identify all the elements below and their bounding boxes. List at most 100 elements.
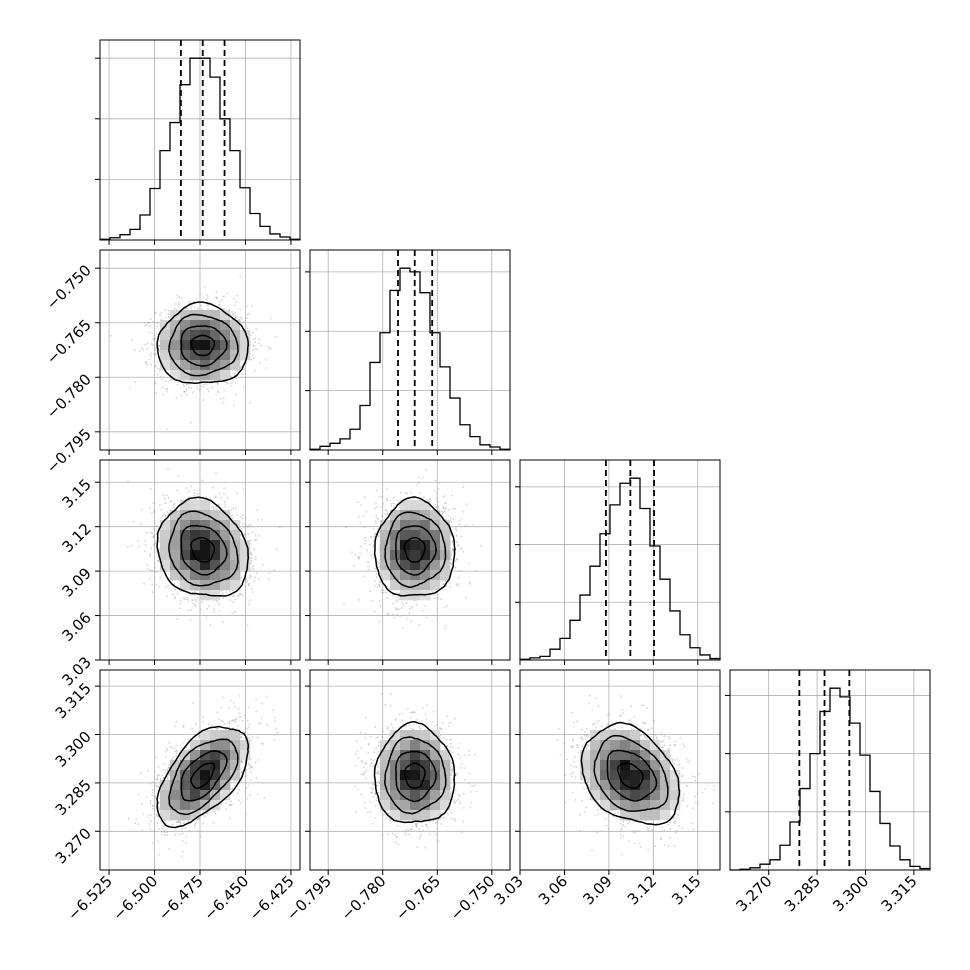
density-cell [400,800,411,811]
sample-point [435,833,437,836]
sample-point [254,539,256,542]
sample-point [400,607,403,610]
density-cell [420,800,431,811]
sample-point [215,496,217,498]
sample-point [457,544,460,547]
sample-point [178,296,181,299]
sample-point [442,511,445,514]
sample-point [345,526,348,529]
y-tick-label: 3.285 [52,776,95,819]
sample-point [159,576,162,579]
sample-point [396,825,399,827]
sample-point [154,795,157,798]
sample-point [408,724,411,727]
density-cell [190,510,201,521]
sample-point [155,797,157,800]
sample-point [177,302,180,304]
density-cell [400,500,411,511]
sample-point [230,800,232,803]
sample-point [624,825,627,828]
sample-point [215,727,218,730]
sample-point [359,545,362,547]
sample-point [377,769,380,772]
sample-point [250,552,253,555]
sample-point [411,607,413,609]
sample-point [443,606,446,609]
density-cell [230,730,241,741]
sample-point [241,373,244,376]
sample-point [157,361,160,363]
sample-point [212,506,215,509]
sample-point [156,325,158,328]
sample-point [156,777,159,780]
sample-point [391,832,394,835]
density-cell [390,730,401,741]
sample-point [161,833,164,836]
sample-point [215,291,218,294]
sample-point [151,536,154,539]
sample-point [370,535,373,538]
density-cell [220,340,231,351]
panel-axes-1-1 [327,250,493,455]
sample-point [127,480,129,483]
sample-point [459,548,461,550]
sample-point [247,583,250,585]
density-cell [230,530,241,541]
sample-point [367,752,370,754]
sample-point [376,561,379,564]
sample-point [163,497,166,500]
sample-point [261,563,264,566]
sample-point [654,733,657,736]
sample-point [193,489,196,492]
contour-line [190,334,216,357]
sample-point [165,388,168,391]
density-cell [220,570,231,581]
sample-point [151,591,154,594]
sample-point [192,391,194,394]
sample-point [462,510,465,513]
sample-point [194,599,197,601]
sample-point [228,720,231,723]
sample-point [182,822,185,824]
sample-point [157,766,160,769]
sample-point [185,841,188,844]
sample-point [372,545,375,548]
sample-point [251,531,254,534]
density-cell [240,350,251,361]
sample-point [218,492,221,495]
sample-point [586,744,589,746]
sample-point [172,506,175,509]
sample-point [229,804,231,807]
sample-point [450,765,453,768]
sample-point [436,821,439,824]
sample-point [174,303,177,305]
density-cell [430,780,441,791]
density-cell [200,340,211,351]
sample-point [246,719,249,722]
sample-point [431,620,433,622]
sample-point [633,842,636,845]
sample-point [410,711,412,714]
sample-point [622,824,625,826]
sample-point [406,492,408,495]
sample-point [373,759,375,761]
density-cell [220,520,231,531]
sample-point [250,304,253,307]
sample-point [199,835,202,838]
density-cell [390,510,401,521]
sample-point [216,383,219,385]
sample-point [218,718,221,721]
sample-point [370,787,372,789]
sample-point [238,716,241,718]
sample-point [669,822,672,824]
sample-point [236,315,238,318]
sample-point [221,720,224,723]
sample-point [385,513,388,515]
sample-point [149,569,152,571]
sample-point [243,714,246,717]
sample-point [197,830,200,833]
sample-point [370,554,372,557]
sample-point [376,586,378,588]
sample-point [597,705,600,708]
density-cell [170,780,181,791]
